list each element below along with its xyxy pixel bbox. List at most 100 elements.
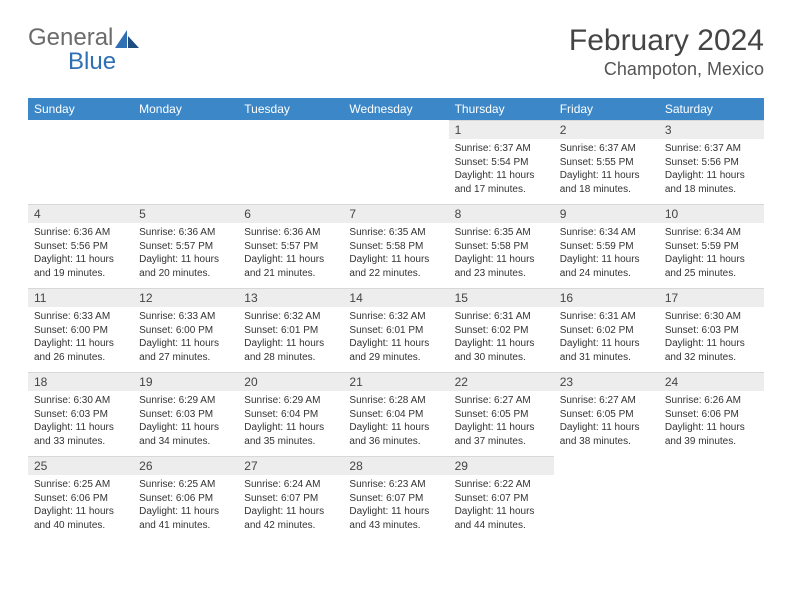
weekday-header: Wednesday bbox=[343, 98, 448, 120]
calendar-cell: 24Sunrise: 6:26 AMSunset: 6:06 PMDayligh… bbox=[659, 372, 764, 456]
daylight-line: Daylight: 11 hours and 35 minutes. bbox=[244, 421, 337, 448]
daylight-line: Daylight: 11 hours and 22 minutes. bbox=[349, 253, 442, 280]
day-number: 10 bbox=[659, 204, 764, 223]
day-number: 6 bbox=[238, 204, 343, 223]
calendar-cell: 7Sunrise: 6:35 AMSunset: 5:58 PMDaylight… bbox=[343, 204, 448, 288]
sunrise-line: Sunrise: 6:36 AM bbox=[139, 226, 232, 240]
daylight-line: Daylight: 11 hours and 40 minutes. bbox=[34, 505, 127, 532]
calendar-cell: 23Sunrise: 6:27 AMSunset: 6:05 PMDayligh… bbox=[554, 372, 659, 456]
calendar-cell: 9Sunrise: 6:34 AMSunset: 5:59 PMDaylight… bbox=[554, 204, 659, 288]
day-details: Sunrise: 6:31 AMSunset: 6:02 PMDaylight:… bbox=[449, 307, 554, 368]
day-number: 7 bbox=[343, 204, 448, 223]
day-details: Sunrise: 6:23 AMSunset: 6:07 PMDaylight:… bbox=[343, 475, 448, 536]
daylight-line: Daylight: 11 hours and 42 minutes. bbox=[244, 505, 337, 532]
weekday-header: Tuesday bbox=[238, 98, 343, 120]
day-details: Sunrise: 6:28 AMSunset: 6:04 PMDaylight:… bbox=[343, 391, 448, 452]
calendar-cell bbox=[238, 120, 343, 204]
daylight-line: Daylight: 11 hours and 18 minutes. bbox=[665, 169, 758, 196]
day-details: Sunrise: 6:25 AMSunset: 6:06 PMDaylight:… bbox=[28, 475, 133, 536]
day-details: Sunrise: 6:35 AMSunset: 5:58 PMDaylight:… bbox=[449, 223, 554, 284]
day-details: Sunrise: 6:34 AMSunset: 5:59 PMDaylight:… bbox=[554, 223, 659, 284]
day-details: Sunrise: 6:31 AMSunset: 6:02 PMDaylight:… bbox=[554, 307, 659, 368]
location-name: Champoton, Mexico bbox=[569, 59, 764, 80]
daylight-line: Daylight: 11 hours and 44 minutes. bbox=[455, 505, 548, 532]
daylight-line: Daylight: 11 hours and 32 minutes. bbox=[665, 337, 758, 364]
day-details: Sunrise: 6:27 AMSunset: 6:05 PMDaylight:… bbox=[554, 391, 659, 452]
sunset-line: Sunset: 5:56 PM bbox=[34, 240, 127, 254]
calendar-cell bbox=[133, 120, 238, 204]
daylight-line: Daylight: 11 hours and 20 minutes. bbox=[139, 253, 232, 280]
calendar-week: 4Sunrise: 6:36 AMSunset: 5:56 PMDaylight… bbox=[28, 204, 764, 288]
sunset-line: Sunset: 6:07 PM bbox=[349, 492, 442, 506]
daylight-line: Daylight: 11 hours and 17 minutes. bbox=[455, 169, 548, 196]
day-details: Sunrise: 6:33 AMSunset: 6:00 PMDaylight:… bbox=[28, 307, 133, 368]
weekday-header: Friday bbox=[554, 98, 659, 120]
sunset-line: Sunset: 6:03 PM bbox=[139, 408, 232, 422]
calendar-cell: 29Sunrise: 6:22 AMSunset: 6:07 PMDayligh… bbox=[449, 456, 554, 540]
daylight-line: Daylight: 11 hours and 18 minutes. bbox=[560, 169, 653, 196]
calendar-cell: 16Sunrise: 6:31 AMSunset: 6:02 PMDayligh… bbox=[554, 288, 659, 372]
day-details: Sunrise: 6:29 AMSunset: 6:04 PMDaylight:… bbox=[238, 391, 343, 452]
day-details: Sunrise: 6:26 AMSunset: 6:06 PMDaylight:… bbox=[659, 391, 764, 452]
day-number: 18 bbox=[28, 372, 133, 391]
day-number: 13 bbox=[238, 288, 343, 307]
weekday-header: Sunday bbox=[28, 98, 133, 120]
sunset-line: Sunset: 5:55 PM bbox=[560, 156, 653, 170]
day-number: 27 bbox=[238, 456, 343, 475]
day-details: Sunrise: 6:29 AMSunset: 6:03 PMDaylight:… bbox=[133, 391, 238, 452]
sunset-line: Sunset: 6:03 PM bbox=[665, 324, 758, 338]
day-number: 11 bbox=[28, 288, 133, 307]
day-details: Sunrise: 6:30 AMSunset: 6:03 PMDaylight:… bbox=[28, 391, 133, 452]
sunrise-line: Sunrise: 6:28 AM bbox=[349, 394, 442, 408]
sunrise-line: Sunrise: 6:37 AM bbox=[560, 142, 653, 156]
sunset-line: Sunset: 6:05 PM bbox=[455, 408, 548, 422]
calendar-cell: 15Sunrise: 6:31 AMSunset: 6:02 PMDayligh… bbox=[449, 288, 554, 372]
day-details: Sunrise: 6:37 AMSunset: 5:54 PMDaylight:… bbox=[449, 139, 554, 200]
calendar-cell: 18Sunrise: 6:30 AMSunset: 6:03 PMDayligh… bbox=[28, 372, 133, 456]
day-number: 2 bbox=[554, 120, 659, 139]
daylight-line: Daylight: 11 hours and 27 minutes. bbox=[139, 337, 232, 364]
calendar-cell: 2 Sunrise: 6:37 AMSunset: 5:55 PMDaylight… bbox=[554, 120, 659, 204]
daylight-line: Daylight: 11 hours and 23 minutes. bbox=[455, 253, 548, 280]
sunrise-line: Sunrise: 6:25 AM bbox=[34, 478, 127, 492]
day-number: 9 bbox=[554, 204, 659, 223]
daylight-line: Daylight: 11 hours and 26 minutes. bbox=[34, 337, 127, 364]
calendar-cell: 26Sunrise: 6:25 AMSunset: 6:06 PMDayligh… bbox=[133, 456, 238, 540]
calendar-cell: 14Sunrise: 6:32 AMSunset: 6:01 PMDayligh… bbox=[343, 288, 448, 372]
day-number: 15 bbox=[449, 288, 554, 307]
day-number: 16 bbox=[554, 288, 659, 307]
daylight-line: Daylight: 11 hours and 28 minutes. bbox=[244, 337, 337, 364]
sunrise-line: Sunrise: 6:30 AM bbox=[665, 310, 758, 324]
sunset-line: Sunset: 5:56 PM bbox=[665, 156, 758, 170]
sunrise-line: Sunrise: 6:29 AM bbox=[244, 394, 337, 408]
day-details: Sunrise: 6:25 AMSunset: 6:06 PMDaylight:… bbox=[133, 475, 238, 536]
sunset-line: Sunset: 6:06 PM bbox=[665, 408, 758, 422]
sunrise-line: Sunrise: 6:32 AM bbox=[244, 310, 337, 324]
sunset-line: Sunset: 6:02 PM bbox=[455, 324, 548, 338]
sunrise-line: Sunrise: 6:24 AM bbox=[244, 478, 337, 492]
day-details: Sunrise: 6:34 AMSunset: 5:59 PMDaylight:… bbox=[659, 223, 764, 284]
daylight-line: Daylight: 11 hours and 43 minutes. bbox=[349, 505, 442, 532]
day-number: 22 bbox=[449, 372, 554, 391]
sunset-line: Sunset: 6:05 PM bbox=[560, 408, 653, 422]
day-details: Sunrise: 6:37 AMSunset: 5:56 PMDaylight:… bbox=[659, 139, 764, 200]
sunrise-line: Sunrise: 6:29 AM bbox=[139, 394, 232, 408]
day-details: Sunrise: 6:22 AMSunset: 6:07 PMDaylight:… bbox=[449, 475, 554, 536]
sunrise-line: Sunrise: 6:25 AM bbox=[139, 478, 232, 492]
day-number: 19 bbox=[133, 372, 238, 391]
sunrise-line: Sunrise: 6:36 AM bbox=[34, 226, 127, 240]
calendar-cell: 8Sunrise: 6:35 AMSunset: 5:58 PMDaylight… bbox=[449, 204, 554, 288]
day-number: 3 bbox=[659, 120, 764, 139]
day-number: 5 bbox=[133, 204, 238, 223]
sunset-line: Sunset: 6:02 PM bbox=[560, 324, 653, 338]
day-number: 29 bbox=[449, 456, 554, 475]
sunrise-line: Sunrise: 6:34 AM bbox=[560, 226, 653, 240]
sunrise-line: Sunrise: 6:33 AM bbox=[139, 310, 232, 324]
sunset-line: Sunset: 6:04 PM bbox=[349, 408, 442, 422]
calendar-cell bbox=[343, 120, 448, 204]
calendar-cell: 25Sunrise: 6:25 AMSunset: 6:06 PMDayligh… bbox=[28, 456, 133, 540]
calendar-week: 11Sunrise: 6:33 AMSunset: 6:00 PMDayligh… bbox=[28, 288, 764, 372]
sunset-line: Sunset: 5:57 PM bbox=[139, 240, 232, 254]
calendar-cell: 27Sunrise: 6:24 AMSunset: 6:07 PMDayligh… bbox=[238, 456, 343, 540]
calendar-week: 18Sunrise: 6:30 AMSunset: 6:03 PMDayligh… bbox=[28, 372, 764, 456]
